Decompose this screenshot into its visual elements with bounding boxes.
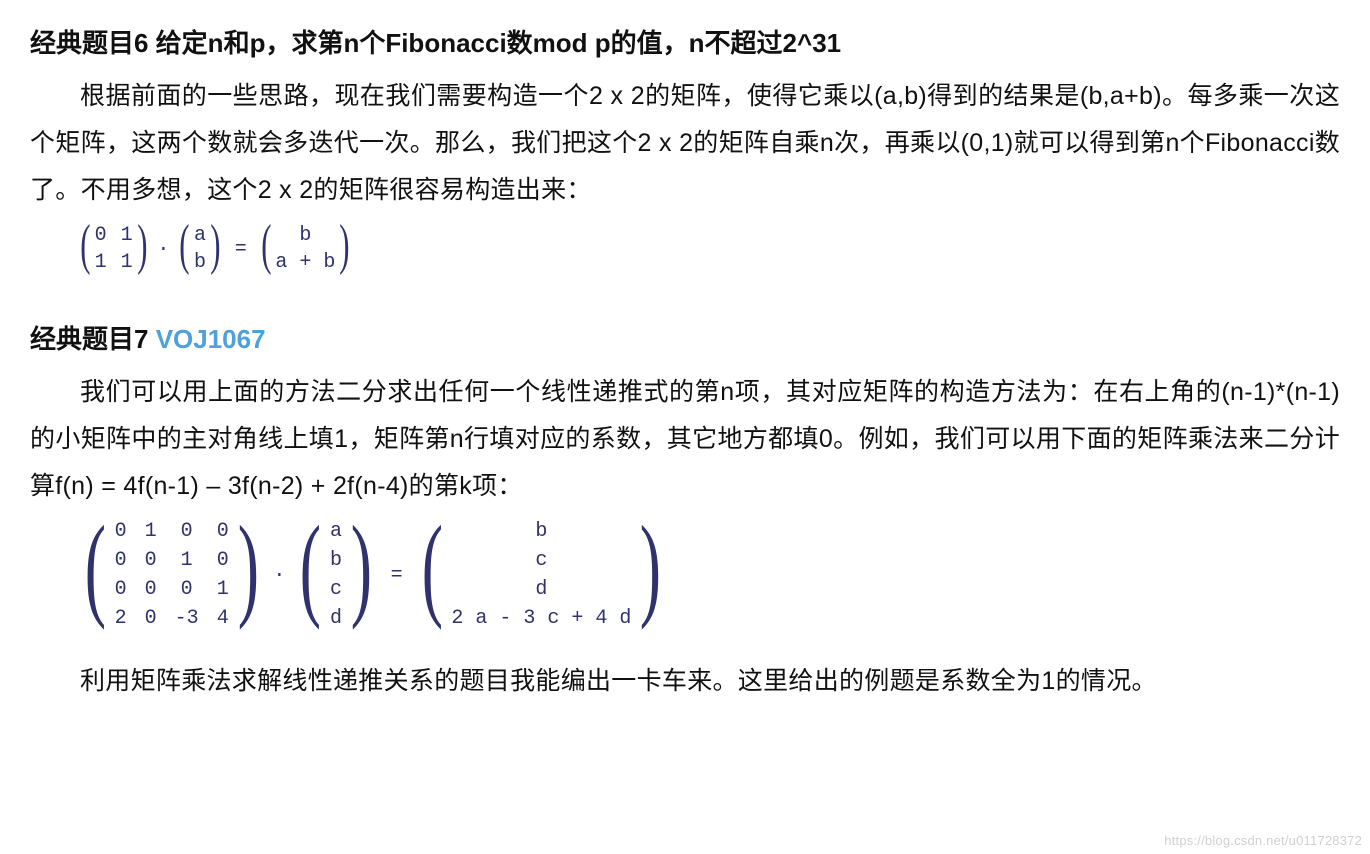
lparen-icon: (: [300, 518, 321, 628]
eq-symbol: =: [235, 238, 247, 261]
problem6-para1: 根据前面的一些思路，现在我们需要构造一个2 x 2的矩阵，使得它乘以(a,b)得…: [30, 73, 1340, 214]
lparen-icon: (: [180, 222, 190, 272]
matrix-A: ( 0 1 0 0 0 0 1 0 0 0 0 1 2 0 -3 4 ): [76, 520, 267, 630]
vector-x: ( a b c d ): [291, 520, 380, 630]
rparen-icon: ): [237, 518, 258, 628]
lparen-icon: (: [421, 518, 442, 628]
problem7-heading: 经典题目7 VOJ1067: [30, 320, 1340, 359]
vector-result: ( b c d 2 a - 3 c + 4 d ): [413, 520, 670, 630]
problem6-section: 经典题目6 给定n和p，求第n个Fibonacci数mod p的值，n不超过2^…: [30, 24, 1340, 274]
dot-symbol: ·: [273, 564, 285, 587]
problem6-heading: 经典题目6 给定n和p，求第n个Fibonacci数mod p的值，n不超过2^…: [30, 24, 1340, 63]
problem7-matrix-eq: ( 0 1 0 0 0 0 1 0 0 0 0 1 2 0 -3 4 ) ·: [76, 520, 1340, 630]
dot-symbol: ·: [157, 238, 169, 261]
rparen-icon: ): [137, 222, 147, 272]
problem6-matrix-eq: ( 0 1 1 1 ) · ( a b ) = ( b a + b ): [76, 224, 1340, 274]
lparen-icon: (: [261, 222, 271, 272]
lparen-icon: (: [85, 518, 106, 628]
rparen-icon: ): [640, 518, 661, 628]
rparen-icon: ): [340, 222, 350, 272]
lparen-icon: (: [80, 222, 90, 272]
problem7-para1: 我们可以用上面的方法二分求出任何一个线性递推式的第n项，其对应矩阵的构造方法为：…: [30, 369, 1340, 510]
rparen-icon: ): [351, 518, 372, 628]
eq-symbol: =: [391, 564, 403, 587]
problem7-link[interactable]: VOJ1067: [156, 324, 266, 354]
vector-x: ( a b ): [175, 224, 224, 274]
vector-result: ( b a + b ): [257, 224, 354, 274]
problem7-section: 经典题目7 VOJ1067 我们可以用上面的方法二分求出任何一个线性递推式的第n…: [30, 320, 1340, 705]
watermark-text: https://blog.csdn.net/u011728372: [1164, 833, 1362, 848]
rparen-icon: ): [210, 222, 220, 272]
matrix-A: ( 0 1 1 1 ): [76, 224, 151, 274]
problem7-para2: 利用矩阵乘法求解线性递推关系的题目我能编出一卡车来。这里给出的例题是系数全为1的…: [30, 658, 1340, 705]
heading-prefix: 经典题目7: [30, 324, 156, 354]
